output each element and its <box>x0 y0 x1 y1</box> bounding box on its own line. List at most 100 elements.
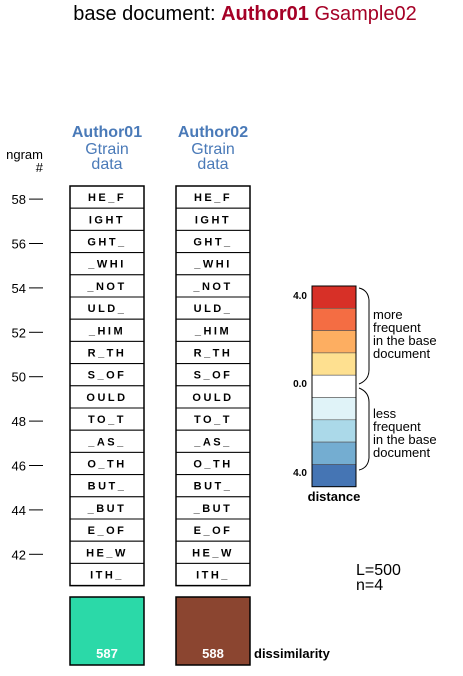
ngram-cell: E_OF <box>175 518 251 542</box>
column-header-sub1: Gtrain <box>85 141 129 158</box>
param-n: n=4 <box>356 577 383 594</box>
legend-brace-upper <box>358 287 370 385</box>
ngram-cell: O_TH <box>175 451 251 476</box>
legend-color-cell <box>311 330 357 354</box>
ngram-cell: TO_T <box>69 407 145 431</box>
ngram-cell: OULD <box>69 385 145 409</box>
ngram-label: ULD_ <box>88 303 127 315</box>
ngram-label: HE_W <box>192 547 234 559</box>
ngram-label: _HIM <box>88 325 125 337</box>
ngram-cell: ITH_ <box>69 562 145 587</box>
legend-mid-value: 0.0 <box>293 379 307 390</box>
ngram-column-author02: HE_F IGHT GHT_ _WHI _NOT ULD_ _HIM R_TH S_OF OULD… <box>175 185 251 587</box>
ngram-cell: TO_T <box>175 407 251 431</box>
legend-scale-border <box>311 285 357 488</box>
ngram-cell: HE_W <box>69 540 145 564</box>
ngram-label: _HIM <box>194 325 231 337</box>
legend-less-line: frequent <box>373 419 421 434</box>
legend-less-line: less <box>373 406 397 421</box>
ngram-label: ITH_ <box>90 570 124 582</box>
axis-tick-label: 58 <box>12 192 26 207</box>
ngram-cell: _HIM <box>69 318 145 342</box>
ngram-column-author01: HE_F IGHT GHT_ _WHI _NOT ULD_ _HIM R_TH S_OF OULD… <box>69 185 145 587</box>
axis-label-ngram: ngram <box>6 147 43 162</box>
legend-more-line: in the base <box>373 333 437 348</box>
ngram-cell: _WHI <box>175 252 251 276</box>
score-box-author02: 588 <box>175 596 251 666</box>
ngram-label: OULD <box>192 392 233 404</box>
legend-less-text: less frequent in the base document <box>373 406 437 460</box>
ngram-cell: _WHI <box>69 252 145 276</box>
title-prefix: base document: <box>73 3 221 25</box>
axis-tick-label: 50 <box>12 370 26 385</box>
ngram-label: _BUT <box>87 503 127 515</box>
ngram-cell: BUT_ <box>175 474 251 498</box>
legend-color-cell <box>311 419 357 443</box>
legend-color-cell <box>311 307 357 331</box>
score-box-author01: 587 <box>69 596 145 666</box>
legend-title: distance <box>308 489 361 504</box>
title-sample: Gsample02 <box>309 3 417 25</box>
legend-more-line: document <box>373 346 430 361</box>
ngram-cell: _NOT <box>69 274 145 298</box>
ngram-cell: _HIM <box>175 318 251 342</box>
ngram-cell: S_OF <box>69 363 145 387</box>
ngram-cell: HE_W <box>175 540 251 564</box>
legend-color-cell <box>311 374 357 398</box>
ngram-label: _BUT <box>193 503 233 515</box>
ngram-label: GHT_ <box>193 237 232 249</box>
axis-tick-label: 56 <box>12 237 26 252</box>
column-header-name: Author02 <box>178 124 248 141</box>
legend-color-cell <box>311 397 357 421</box>
legend-bottom-value: 4.0 <box>293 468 307 479</box>
ngram-label: O_TH <box>193 459 232 471</box>
ngram-label: GHT_ <box>87 237 126 249</box>
ngram-label: E_OF <box>194 525 233 537</box>
legend-top-value: 4.0 <box>293 291 307 302</box>
axis-tick-label: 44 <box>12 503 26 518</box>
ngram-label: R_TH <box>88 348 127 360</box>
score-fill <box>69 596 145 666</box>
ngram-cell: OULD <box>175 385 251 409</box>
ngram-label: _AS_ <box>193 436 232 448</box>
score-value: 588 <box>202 646 224 661</box>
ngram-label: TO_T <box>194 414 232 426</box>
ngram-label: IGHT <box>195 214 231 226</box>
ngram-cell: HE_F <box>175 185 251 209</box>
ngram-cell: _BUT <box>69 496 145 520</box>
score-value: 587 <box>96 646 118 661</box>
ngram-cell: E_OF <box>69 518 145 542</box>
ngram-label: S_OF <box>194 370 233 382</box>
axis-tick-label: 42 <box>12 547 26 562</box>
ngram-label: _AS_ <box>87 436 126 448</box>
ngram-cell: _AS_ <box>175 429 251 453</box>
ngram-cell: GHT_ <box>175 229 251 254</box>
ngram-cell: GHT_ <box>69 229 145 254</box>
ngram-label: HE_F <box>88 192 126 204</box>
ngram-cell: R_TH <box>175 340 251 365</box>
column-header-author02: Author02 Gtrain data <box>178 124 248 173</box>
legend-color-cell <box>311 285 357 309</box>
ngram-cell: ULD_ <box>69 296 145 320</box>
ngram-label: _WHI <box>87 259 126 271</box>
ngram-label: _NOT <box>192 281 232 293</box>
ngram-label: O_TH <box>87 459 126 471</box>
ngram-label: TO_T <box>88 414 126 426</box>
legend-color-cell <box>311 464 357 487</box>
legend-more-line: more <box>373 307 403 322</box>
ngram-label: BUT_ <box>88 481 127 493</box>
ngram-cell: S_OF <box>175 363 251 387</box>
distance-legend: 4.0 0.0 4.0 distance more frequent in th… <box>293 285 437 504</box>
ngram-cell: O_TH <box>69 451 145 476</box>
ngram-label: BUT_ <box>194 481 233 493</box>
ngram-cell: R_TH <box>69 340 145 365</box>
ngram-label: OULD <box>86 392 127 404</box>
ngram-label: ULD_ <box>194 303 233 315</box>
ngram-label: _WHI <box>193 259 232 271</box>
ngram-cell: _NOT <box>175 274 251 298</box>
chart-title: base document: Author01 Gsample02 <box>73 3 417 25</box>
column-header-sub1: Gtrain <box>191 141 235 158</box>
ngram-cell: _BUT <box>175 496 251 520</box>
ngram-column-border <box>69 185 145 587</box>
